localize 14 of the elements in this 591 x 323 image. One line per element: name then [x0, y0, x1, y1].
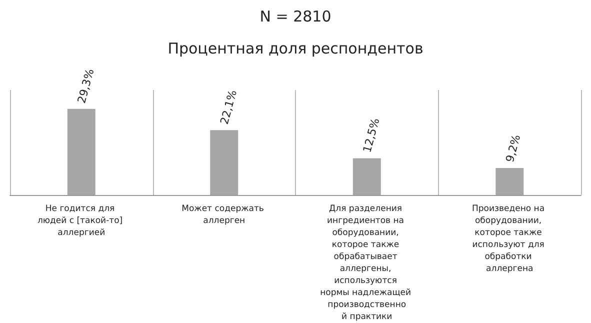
bar — [210, 130, 238, 195]
data-label: 9,2% — [503, 133, 524, 164]
category-label: Для разделения ингредиентов на оборудовании, которое также обрабатывает аллергены, используются нормы надлежащей производственной практики — [320, 204, 411, 322]
x-tick-label: Не годится для людей с [такой-то] аллергией — [37, 204, 126, 238]
x-tick-label: Произведено на оборудовании, которое также используют для обработки аллергена — [472, 204, 548, 274]
chart-title: N = 2810 — [260, 8, 332, 26]
bar — [496, 168, 524, 195]
x-tick-label: Может содержать аллерген — [182, 204, 267, 226]
bar — [352, 158, 381, 195]
data-label: 22,1% — [218, 88, 240, 126]
chart-subtitle: Процентная доля респондентов — [168, 40, 424, 58]
data-label: 12,5% — [360, 116, 382, 154]
data-label: 29,3% — [75, 67, 97, 105]
bar — [67, 108, 96, 195]
